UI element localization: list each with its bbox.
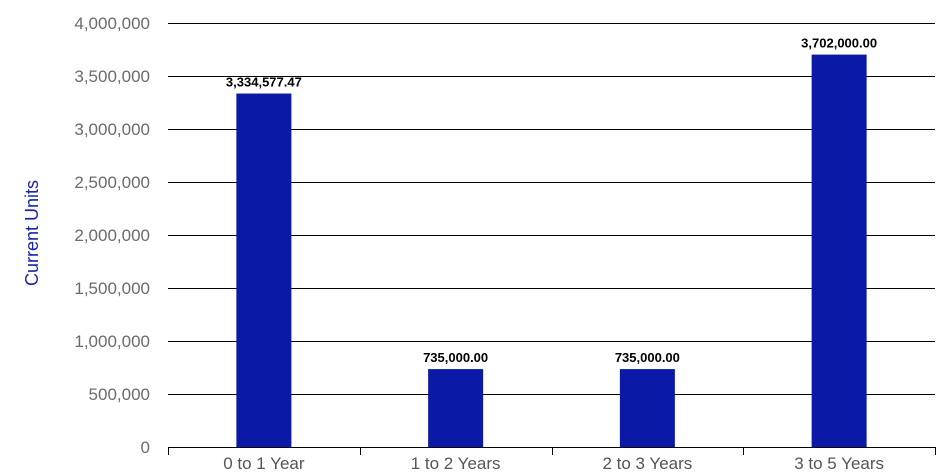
bar xyxy=(619,369,675,447)
x-axis: 0 to 1 Year 1 to 2 Years 2 to 3 Years 3 to … xyxy=(168,447,936,473)
x-category-label: 2 to 3 Years xyxy=(602,454,692,473)
y-axis-label: Current Units xyxy=(22,180,42,286)
y-tick-label: 1,000,000 xyxy=(74,332,150,351)
x-category-label: 0 to 1 Year xyxy=(223,454,305,473)
x-category-label: 1 to 2 Years xyxy=(411,454,501,473)
bar xyxy=(428,369,484,447)
y-tick-label: 1,500,000 xyxy=(74,279,150,298)
y-axis-tick-labels: 0 500,000 1,000,000 1,500,000 2,000,000 2,500… xyxy=(74,14,150,457)
x-category-label: 3 to 5 Years xyxy=(794,454,884,473)
y-tick-label: 2,000,000 xyxy=(74,226,150,245)
y-tick-label: 3,000,000 xyxy=(74,120,150,139)
bar-data-label: 3,334,577.47 xyxy=(226,75,302,90)
data-labels: 3,334,577.47 735,000.00 735,000.00 3,702,00… xyxy=(226,36,877,366)
y-tick-label: 0 xyxy=(141,438,150,457)
gridlines xyxy=(168,23,935,395)
y-tick-label: 4,000,000 xyxy=(74,14,150,33)
y-tick-label: 500,000 xyxy=(89,385,150,404)
bar-data-label: 735,000.00 xyxy=(423,350,488,365)
y-tick-label: 2,500,000 xyxy=(74,173,150,192)
bar-data-label: 3,702,000.00 xyxy=(801,36,877,51)
y-tick-label: 3,500,000 xyxy=(74,67,150,86)
bar-data-label: 735,000.00 xyxy=(615,350,680,365)
bar xyxy=(811,54,867,447)
bars xyxy=(236,54,867,447)
bar xyxy=(236,93,292,447)
